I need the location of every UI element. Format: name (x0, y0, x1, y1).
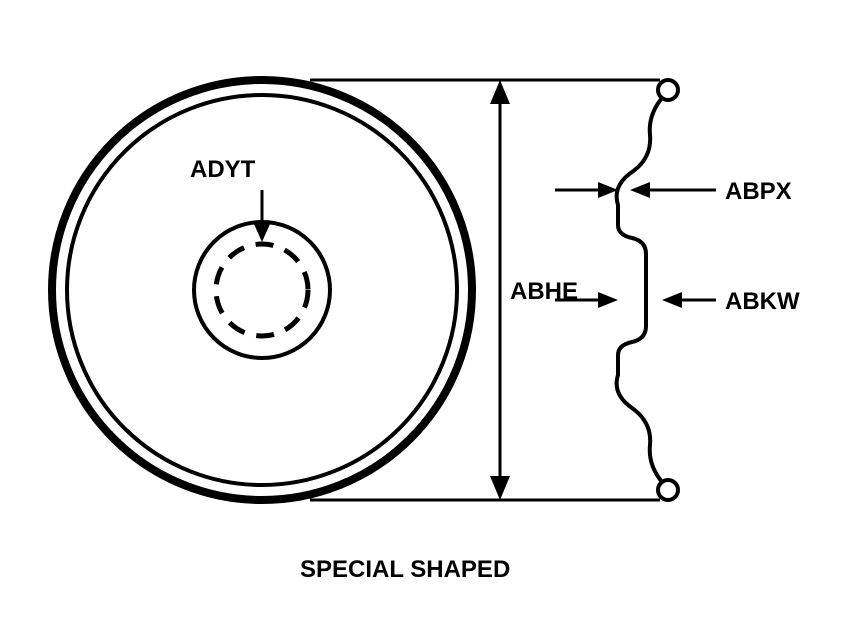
abpx-right-arrow (630, 182, 650, 198)
technical-diagram: ADYT ABHE ABPX ABKW SPECIAL SHAPED (0, 0, 851, 617)
adyt-label: ADYT (190, 156, 255, 184)
adyt-dimension (254, 190, 270, 242)
front-view (52, 80, 472, 500)
abpx-label: ABPX (725, 178, 792, 206)
abkw-dimension (555, 292, 716, 308)
profile-top-circle (658, 80, 678, 100)
side-profile (617, 80, 678, 500)
abkw-right-arrow (662, 292, 682, 308)
adyt-arrowhead (254, 224, 270, 242)
profile-bottom-circle (658, 480, 678, 500)
abhe-arrow-up (490, 80, 510, 104)
abhe-label: ABHE (510, 278, 578, 306)
abpx-dimension (555, 182, 716, 198)
abkw-label: ABKW (725, 288, 800, 316)
diagram-svg (0, 0, 851, 617)
profile-path (617, 98, 662, 482)
abhe-arrow-down (490, 476, 510, 500)
outer-circle (52, 80, 472, 500)
abkw-left-arrow (598, 292, 618, 308)
abhe-dimension (310, 80, 660, 500)
bore-circle-dashed (216, 244, 308, 336)
inner-ring-circle (67, 95, 457, 485)
diagram-title: SPECIAL SHAPED (300, 556, 510, 584)
